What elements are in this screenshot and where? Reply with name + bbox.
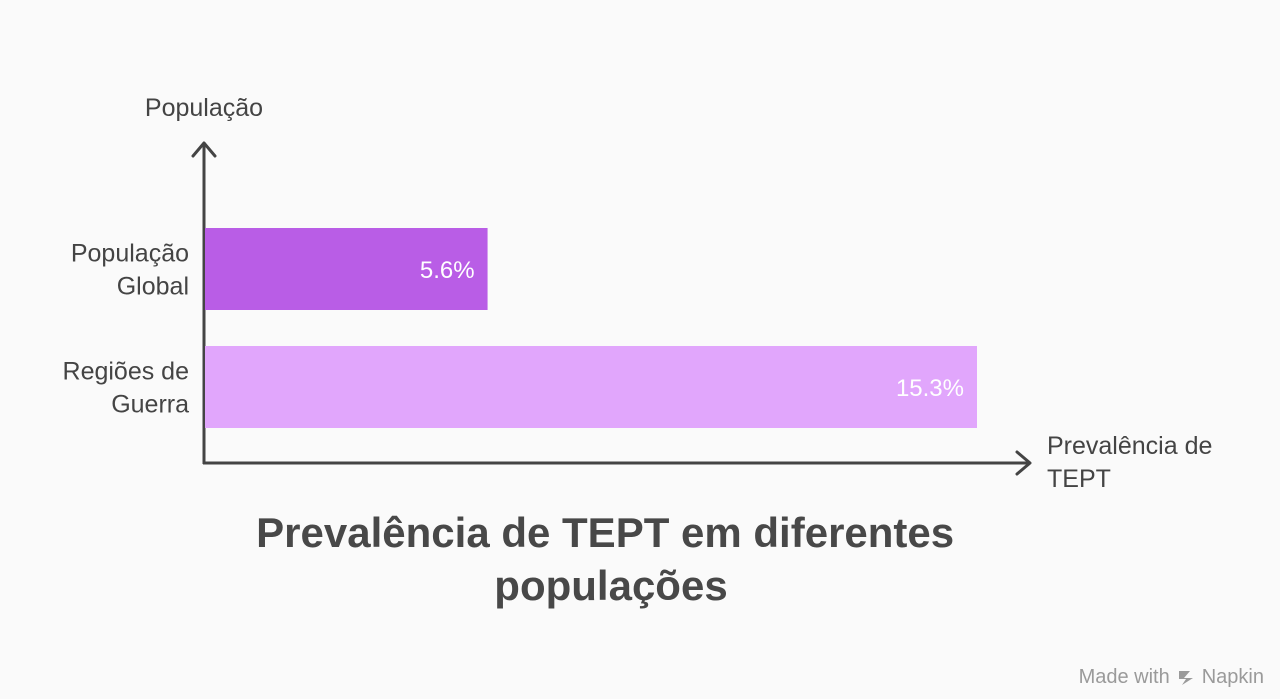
category-label-1: População Global (71, 240, 189, 301)
y-axis-arrow-icon (191, 141, 217, 158)
category-label-1-line-2: Global (117, 273, 189, 301)
value-labels: 5.6% 15.3% (420, 257, 964, 402)
bar-2 (205, 346, 977, 428)
category-label-1-line-1: População (71, 240, 189, 268)
x-axis-title-line-1: Prevalência de (1047, 432, 1212, 460)
chart-title: Prevalência de TEPT em diferentes popula… (256, 509, 966, 609)
chart-title-line-2: populações (494, 562, 727, 609)
bar-1 (205, 228, 488, 310)
x-axis-title: Prevalência de TEPT (1047, 432, 1219, 493)
napkin-logo-icon (1178, 670, 1193, 685)
watermark-prefix: Made with (1078, 666, 1170, 688)
category-labels: População Global Regiões de Guerra (63, 240, 190, 419)
category-label-2-line-2: Guerra (111, 391, 189, 419)
x-axis-arrow-icon (1015, 450, 1032, 476)
chart-title-line-1: Prevalência de TEPT em diferentes (256, 509, 954, 556)
watermark-brand: Napkin (1201, 666, 1264, 688)
axes (191, 141, 1032, 476)
category-label-2: Regiões de Guerra (63, 358, 190, 419)
bars-group (205, 228, 977, 428)
bar-value-label-1: 5.6% (420, 257, 475, 284)
napkin-watermark[interactable]: Made with Napkin (1079, 666, 1264, 689)
category-label-2-line-1: Regiões de (63, 358, 189, 386)
bar-value-label-2: 15.3% (896, 375, 964, 402)
y-axis-title: População (145, 94, 263, 122)
x-axis-title-line-2: TEPT (1047, 465, 1111, 493)
